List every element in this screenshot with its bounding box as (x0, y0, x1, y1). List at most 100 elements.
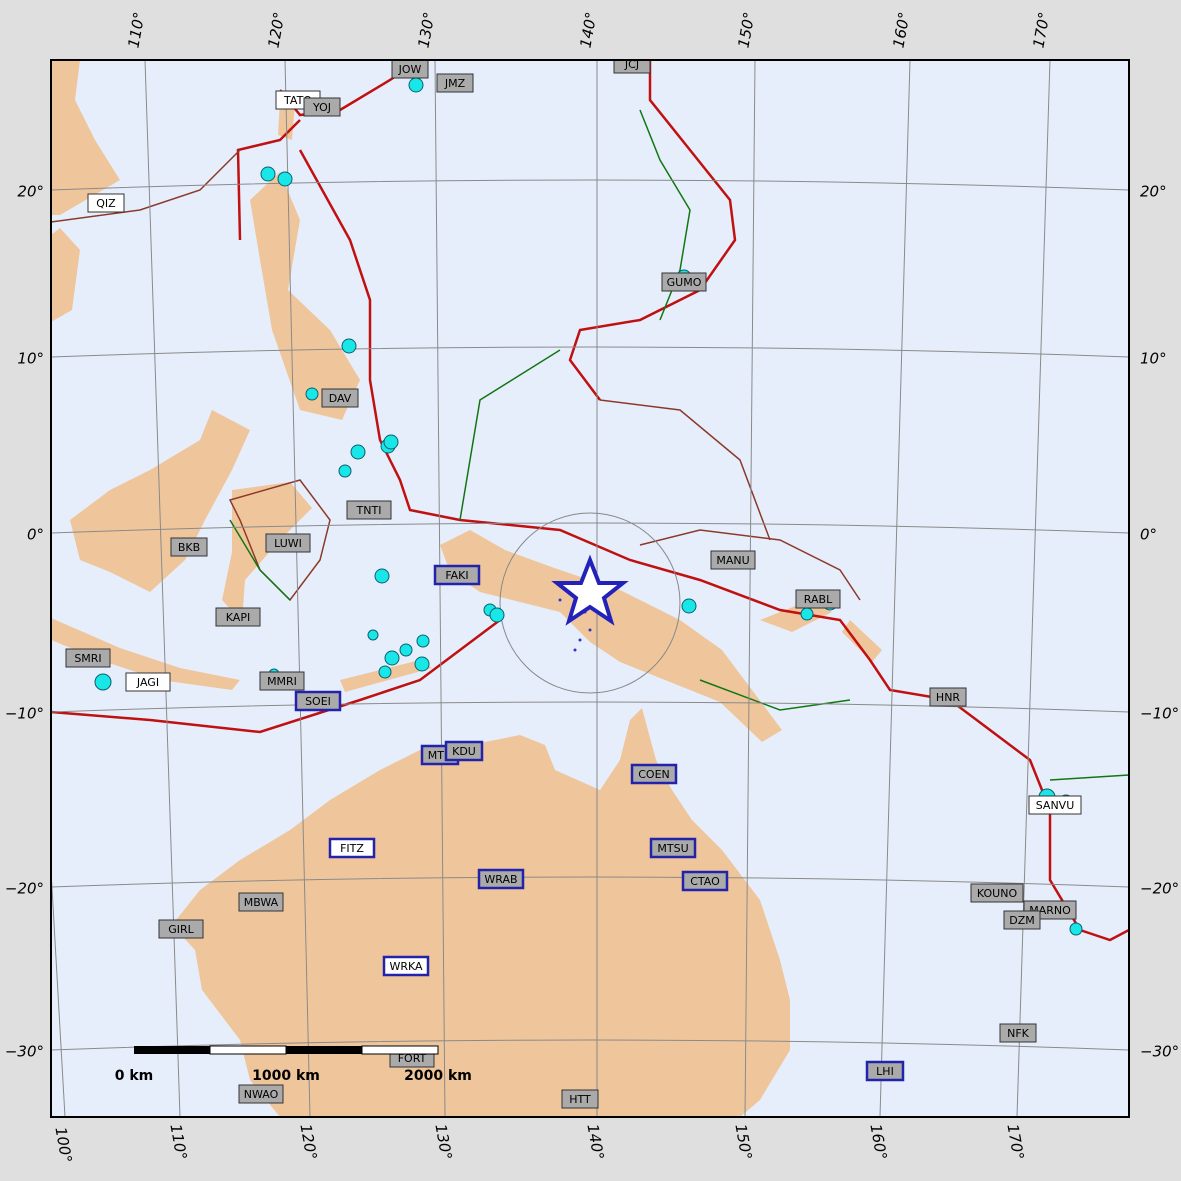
station-label: MBWA (244, 896, 279, 909)
station-label: FAKI (445, 569, 468, 582)
lat-label: −10° (1140, 705, 1179, 723)
station-box (125, 672, 171, 692)
station-box (613, 60, 651, 74)
station-box (795, 589, 841, 609)
station-box (1028, 795, 1082, 815)
parallel (51, 179, 1129, 191)
lat-label: −30° (5, 1043, 44, 1061)
station-box (865, 1060, 905, 1082)
lat-label: 0° (27, 526, 44, 544)
parallel (51, 346, 1129, 358)
station-box (999, 1023, 1037, 1043)
station-box (303, 97, 341, 117)
lat-label: 10° (1140, 350, 1167, 368)
meridian (744, 60, 756, 1117)
station-box (294, 690, 342, 712)
lat-label: 10° (17, 350, 44, 368)
station-label: KOUNO (977, 887, 1018, 900)
station-box (265, 533, 311, 553)
station-box (87, 193, 125, 213)
station-label: HNR (936, 691, 961, 704)
station-label: DZM (1009, 914, 1035, 927)
station-box (444, 740, 484, 762)
station-label: MANU (716, 554, 749, 567)
station-label: LUWI (274, 537, 302, 550)
station-label: DAV (329, 392, 352, 405)
station-label: WRAB (484, 873, 517, 886)
station-label: HTT (569, 1093, 591, 1106)
station-box (477, 868, 525, 890)
station-label: JAGI (136, 676, 159, 689)
meridian (144, 60, 181, 1117)
station-label: CTAO (690, 875, 720, 888)
station-box (391, 60, 429, 79)
lat-label: 0° (1140, 526, 1157, 544)
station-box (238, 1084, 284, 1104)
scale-label: 0 km (115, 1068, 154, 1084)
scale-label: 2000 km (404, 1068, 472, 1084)
station-label: JCJ (624, 58, 639, 71)
station-label: RABL (804, 593, 833, 606)
station-label: BKB (178, 541, 200, 554)
station-label: SMRI (74, 652, 101, 665)
station-box (681, 870, 729, 892)
station-box (346, 500, 392, 520)
lon-label: 150° (731, 1123, 755, 1162)
station-box (561, 1089, 599, 1109)
station-box (65, 648, 111, 668)
station-box (215, 607, 261, 627)
station-label: WRKA (389, 960, 423, 973)
station-box (1003, 910, 1041, 930)
station-box (630, 763, 678, 785)
station-box (238, 892, 284, 912)
station-box (710, 550, 756, 570)
station-box (170, 537, 208, 557)
lat-label: −20° (1140, 880, 1179, 898)
station-box (929, 687, 967, 707)
lon-label: 130° (431, 1123, 455, 1162)
distance-circle (499, 512, 681, 694)
meridian (879, 60, 911, 1117)
parallel (51, 701, 1129, 713)
scale-bar (134, 1045, 439, 1055)
lon-label: 160° (890, 11, 914, 50)
station-box (382, 955, 430, 977)
lat-label: 20° (17, 183, 44, 201)
lon-label: 130° (415, 11, 439, 50)
meridian (51, 861, 66, 1117)
lon-label: 110° (125, 11, 149, 50)
station-label: YOJ (312, 101, 331, 114)
station-box (328, 837, 376, 859)
station-label: NFK (1007, 1027, 1030, 1040)
meridian (434, 60, 446, 1117)
lon-label: 140° (577, 11, 601, 50)
station-box (970, 883, 1024, 903)
station-label: SOEI (305, 695, 331, 708)
lon-label: 170° (1030, 11, 1054, 50)
station-label: JMZ (444, 77, 466, 90)
lon-label: 110° (166, 1123, 190, 1162)
parallel (51, 1039, 1129, 1051)
lon-label: 120° (265, 11, 289, 50)
meridian (284, 60, 311, 1117)
station-box (259, 671, 305, 691)
station-box (661, 272, 707, 292)
frame (50, 59, 1130, 1118)
lat-label: −20° (5, 880, 44, 898)
station-label: FITZ (340, 842, 364, 855)
station-box (436, 73, 474, 93)
station-label: SANVU (1036, 799, 1075, 812)
lon-label: 170° (1003, 1123, 1027, 1162)
lon-label: 160° (866, 1123, 890, 1162)
station-label: QIZ (96, 197, 116, 210)
station-label: KAPI (226, 611, 250, 624)
station-label: TNTI (356, 504, 382, 517)
station-label: FORT (398, 1052, 427, 1065)
station-label: JOW (398, 63, 422, 76)
station-label: COEN (638, 768, 670, 781)
station-label: NWAO (244, 1088, 279, 1101)
lat-label: 20° (1140, 183, 1167, 201)
parallel (51, 522, 1129, 534)
